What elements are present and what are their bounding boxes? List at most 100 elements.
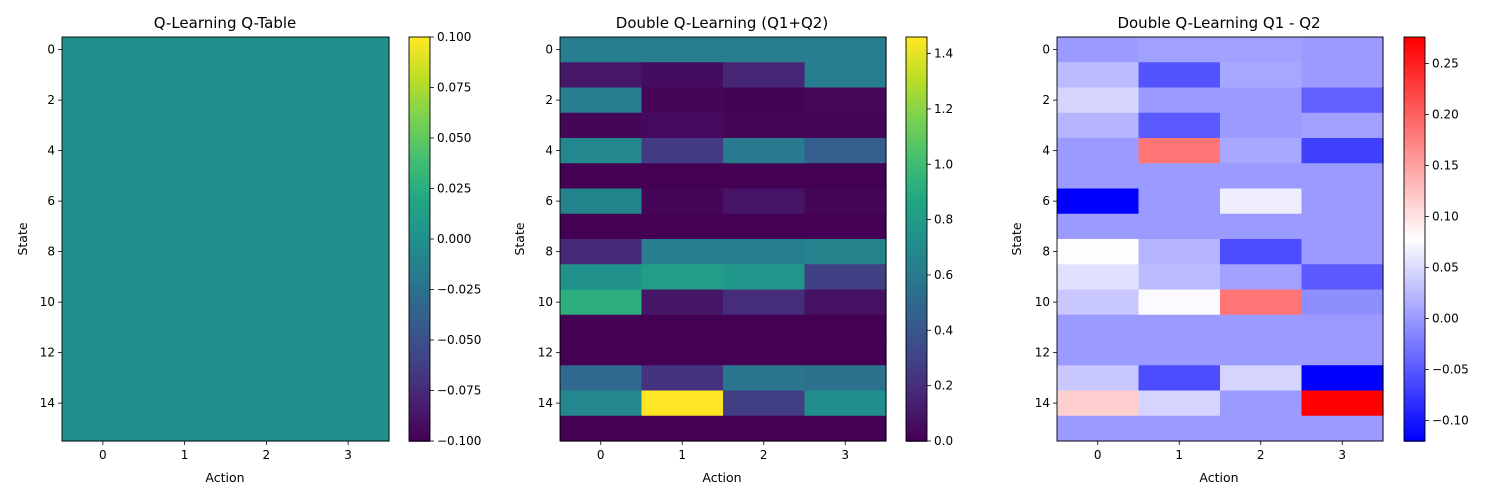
colorbar-segment [1404, 252, 1425, 257]
colorbar-segment [409, 282, 430, 287]
colorbar-segment [409, 198, 430, 203]
heatmap-cell-s3-a2 [225, 112, 308, 139]
colorbar-segment [1404, 414, 1425, 419]
colorbar-segment [409, 276, 430, 281]
heatmap-cell-s2-a3 [1301, 87, 1384, 114]
heatmap-cell-s3-a0 [62, 112, 145, 139]
colorbar-segment [1404, 104, 1425, 109]
colorbar-segment [1404, 235, 1425, 240]
colorbar-segment [1404, 111, 1425, 116]
colorbar-segment [409, 309, 430, 314]
colorbar-segment [409, 400, 430, 405]
colorbar-segment [1404, 114, 1425, 119]
colorbar-segment [409, 37, 430, 42]
colorbar-segment [409, 168, 430, 173]
colorbar-segment [906, 276, 927, 281]
heatmap-cell-s13-a1 [143, 365, 227, 392]
colorbar-segment [409, 131, 430, 136]
heatmap-cell-s13-a3 [307, 365, 390, 392]
colorbar-segment [1404, 420, 1425, 425]
heatmap-cell-s6-a3 [804, 188, 887, 215]
heatmap-cell-s2-a1 [641, 87, 724, 114]
colorbar-segment [906, 340, 927, 345]
y-tick-label: 14 [40, 396, 55, 410]
chart-title: Q-Learning Q-Table [154, 14, 297, 32]
colorbar-segment [409, 259, 430, 264]
colorbar-segment [1404, 144, 1425, 149]
colorbar-segment [906, 343, 927, 348]
colorbar-segment [409, 53, 430, 58]
x-ticks: 0 1 2 3 [99, 441, 352, 462]
heatmap-cell-s7-a2 [723, 213, 806, 240]
heatmap-cell-s9-a3 [307, 264, 390, 291]
heatmap-cell-s11-a3 [307, 314, 390, 341]
colorbar-segment [906, 212, 927, 217]
colorbar-segment [906, 403, 927, 409]
colorbar-segment [409, 420, 430, 425]
heatmap-cell-s5-a0 [560, 163, 643, 190]
colorbar-segment [1404, 410, 1425, 415]
colorbar-segment [1404, 67, 1425, 72]
heatmap-cell-s2-a2 [723, 87, 806, 114]
heatmap-cell-s9-a3 [804, 264, 887, 291]
colorbar-segment [409, 299, 430, 304]
colorbar-segment [409, 407, 430, 412]
colorbar-tick-label: 0.2 [934, 379, 953, 393]
colorbar-segment [906, 434, 927, 439]
heatmap-cell-s10-a3 [1301, 289, 1384, 316]
colorbar-segment [409, 383, 430, 388]
colorbar-segment [906, 350, 927, 355]
colorbar-segment [409, 360, 430, 365]
colorbar-segment [1404, 286, 1425, 291]
colorbar-segment [1404, 168, 1425, 173]
colorbar-segment [409, 269, 430, 274]
colorbar-tick-label: 0.8 [934, 213, 953, 227]
colorbar-segment [906, 74, 927, 79]
heatmap-cell-s1-a2 [225, 62, 308, 89]
heatmap-cell-s6-a1 [641, 188, 724, 215]
colorbar-segment [1404, 336, 1425, 341]
colorbar-segment [906, 208, 927, 213]
colorbar-segment [1404, 151, 1425, 156]
heatmap-cell-s6-a0 [1057, 188, 1140, 215]
colorbar-segment [1404, 296, 1425, 301]
colorbar-segment [906, 383, 927, 388]
heatmap-cell-s13-a2 [1220, 365, 1303, 392]
colorbar-segment [906, 178, 927, 183]
chart-title: Double Q-Learning (Q1+Q2) [616, 14, 828, 32]
heatmap-cell-s2-a1 [1138, 87, 1221, 114]
colorbar-segment [906, 161, 927, 166]
colorbar-segment [409, 272, 430, 277]
heatmap-cell-s1-a2 [723, 62, 806, 89]
colorbar-segment [906, 198, 927, 203]
colorbar-segment [906, 67, 927, 72]
colorbar-segment [906, 336, 927, 341]
heatmap-cell-s4-a3 [804, 138, 887, 164]
chart-title: Double Q-Learning Q1 - Q2 [1117, 14, 1320, 32]
colorbar-segment [409, 181, 430, 186]
heatmap-cell-s6-a3 [307, 188, 390, 215]
colorbar-segment [906, 104, 927, 109]
colorbar-segment [906, 188, 927, 193]
y-axis-label: State [1009, 222, 1024, 255]
colorbar-segment [1404, 164, 1425, 170]
colorbar-segment [1404, 353, 1425, 358]
x-axis-label: Action [205, 470, 244, 485]
heatmap-cell-s7-a3 [804, 213, 887, 240]
colorbar-segment [1404, 333, 1425, 338]
colorbar-tick-label: 0.00 [1432, 312, 1459, 326]
colorbar-segment [1404, 350, 1425, 355]
heatmap-cell-s7-a0 [1057, 213, 1140, 240]
heatmap-cell-s0-a1 [143, 37, 227, 63]
colorbar-segment [1404, 47, 1425, 52]
heatmap-cell-s8-a3 [1301, 239, 1384, 265]
colorbar-segment [906, 195, 927, 200]
colorbar-segment [409, 380, 430, 385]
colorbar-tick-label: −0.025 [437, 283, 481, 297]
colorbar-segment [1404, 90, 1425, 96]
heatmap-cell-s10-a0 [1057, 289, 1140, 316]
colorbar-segment [1404, 424, 1425, 429]
colorbar-segment [1404, 299, 1425, 304]
colorbar-segment [409, 239, 430, 244]
heatmap-cell-s11-a1 [641, 314, 724, 341]
